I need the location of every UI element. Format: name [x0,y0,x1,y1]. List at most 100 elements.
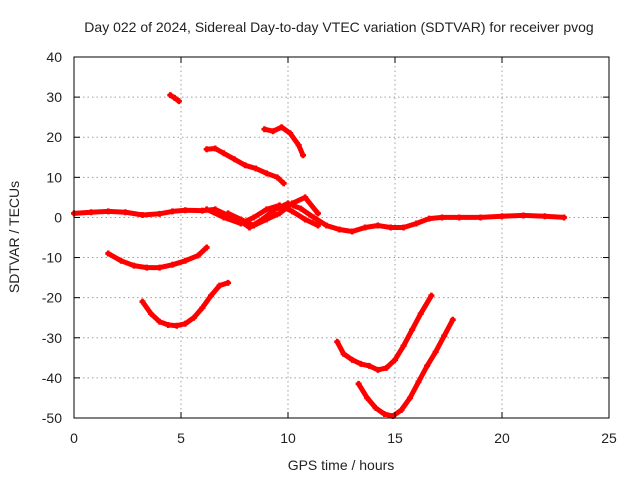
data-point-arc-neg35 [334,338,341,345]
data-point-arc-main [169,208,176,215]
data-point-arc-neg45 [424,362,431,369]
data-point-arc-neg45 [415,378,422,385]
x-tick-label: 25 [601,430,617,446]
data-point-arc-neg45 [381,410,388,417]
data-point-arc-neg25 [216,282,223,289]
data-point-arc-main [541,213,548,220]
y-tick-label: -20 [42,290,62,306]
data-point-arc-neg45 [406,394,413,401]
data-point-arc-neg10 [130,262,137,269]
data-point-arc-neg45 [398,406,405,413]
y-tick-label: 30 [46,89,62,105]
data-point-arc-neg25 [165,321,172,328]
data-point-arc-mid-b [237,216,244,223]
plot-frame [73,56,610,419]
data-point-arc-main [387,224,394,231]
data-point-arc-neg10 [143,264,150,271]
data-point-arc-mid-a [276,202,283,209]
data-point-arc-neg45 [372,404,379,411]
data-point-arc-22 [278,124,285,131]
data-point-arc-neg25 [139,298,146,305]
data-point-arc-main [439,214,446,221]
data-point-arc-main [336,226,343,233]
data-point-arc-main [105,208,112,215]
data-point-arc-mid-b [314,210,321,217]
data-point-arc-neg35 [417,310,424,317]
data-point-arc-main [88,209,95,216]
data-point-arc-mid-a [250,214,257,221]
x-tick-label: 15 [387,430,403,446]
x-tick-label: 5 [177,430,185,446]
data-point-arc-neg25 [199,304,206,311]
data-point-arc-main [499,213,505,220]
data-point-arc-neg35 [392,356,398,363]
data-point-arc-neg35 [383,364,390,371]
y-tick-label: -10 [42,250,62,266]
data-series-layer [71,92,568,419]
data-point-arc-neg45 [449,316,456,323]
series-arc-main [71,200,567,234]
data-point-arc-neg45 [441,332,448,339]
y-tick-label: 40 [46,49,62,65]
x-axis-label: GPS time / hours [288,457,395,473]
data-point-arc-17 [263,170,270,177]
y-axis-label: SDTVAR / TECUs [6,181,22,293]
axis-ticks: 0 5 10 15 20 25 40 30 20 10 0 -10 -20 -30 -40 -50 [42,49,617,446]
data-point-arc-neg10 [105,250,112,257]
data-point-arc-17 [212,145,219,152]
data-point-arc-main [122,209,129,216]
data-point-arc-mid-b [250,222,257,229]
x-tick-label: 0 [70,430,78,446]
data-point-arc-main [561,214,568,221]
data-point-arc-mid-a [263,206,270,213]
data-point-arc-main [477,214,484,221]
x-tick-label: 10 [280,430,296,446]
data-point-arc-neg10 [195,252,202,259]
data-point-arc-30 [167,92,174,99]
data-point-arc-22 [295,142,302,149]
data-point-arc-17 [280,180,287,187]
data-point-arc-17 [203,146,210,153]
data-point-arc-neg25 [190,314,197,321]
chart-title: Day 022 of 2024, Sidereal Day-to-day VTE… [84,19,593,35]
data-point-arc-neg10 [182,257,189,264]
data-point-arc-neg45 [364,394,371,401]
data-point-arc-22 [261,126,268,133]
data-point-arc-main [156,210,163,217]
data-point-arc-30 [171,94,178,101]
data-point-arc-main [182,207,189,214]
data-point-arc-22 [270,128,277,135]
data-point-arc-mid-b [289,200,296,207]
y-tick-label: -40 [42,370,62,386]
data-point-arc-neg25 [173,322,180,329]
data-point-arc-neg10 [156,264,163,271]
data-point-arc-neg25 [207,292,214,299]
data-point-arc-17 [274,174,281,181]
series-arc-neg45 [356,317,456,419]
data-point-arc-mid-a [302,216,309,223]
data-point-arc-22 [299,152,306,159]
data-point-arc-main [310,214,317,221]
y-tick-label: 10 [46,169,62,185]
data-point-arc-mid-a [289,208,296,215]
data-point-arc-neg35 [340,350,347,357]
y-tick-label: -30 [42,330,62,346]
y-tick-label: 20 [46,129,62,145]
data-point-arc-mid-a [314,222,321,229]
data-point-arc-main [520,212,527,219]
data-point-arc-main [456,214,463,221]
data-point-arc-neg25 [156,318,163,325]
data-point-arc-neg25 [225,279,232,286]
data-point-arc-main [349,228,356,235]
x-tick-label: 20 [494,430,510,446]
data-point-arc-main [323,222,330,229]
data-point-arc-neg35 [409,326,416,333]
data-point-arc-mid-b [302,194,309,201]
grid-lines [74,57,609,418]
data-point-arc-neg35 [428,292,435,299]
data-point-arc-neg10 [118,257,125,264]
data-point-arc-main [139,212,146,219]
data-point-arc-17 [242,162,249,169]
data-point-arc-neg10 [169,261,176,268]
